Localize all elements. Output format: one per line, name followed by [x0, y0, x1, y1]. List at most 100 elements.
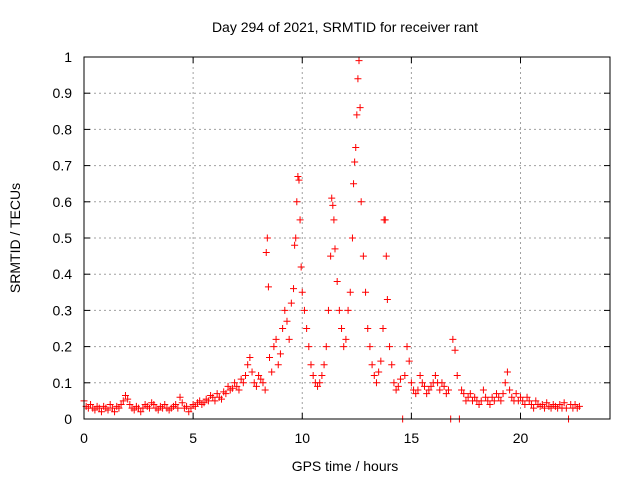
data-point — [200, 399, 208, 407]
data-point — [352, 144, 360, 151]
data-point — [562, 404, 570, 412]
data-point — [104, 406, 112, 414]
data-point — [495, 393, 503, 401]
data-point — [305, 343, 313, 351]
x-tick-label: 5 — [189, 430, 197, 446]
data-point — [370, 372, 378, 380]
axis-ticks — [83, 56, 610, 420]
data-point — [396, 375, 404, 383]
data-point — [501, 379, 509, 387]
data-point — [176, 393, 184, 401]
data-point — [172, 401, 180, 409]
data-point — [242, 372, 250, 380]
data-point — [357, 198, 365, 206]
data-point — [386, 343, 394, 351]
data-point — [383, 296, 391, 304]
data-point — [97, 408, 105, 416]
data-point — [303, 325, 311, 332]
data-point — [344, 306, 352, 314]
data-point — [532, 397, 540, 405]
data-point — [239, 379, 247, 387]
data-point — [287, 299, 295, 307]
data-point — [191, 402, 199, 410]
data-point — [185, 408, 193, 416]
data-point — [403, 343, 411, 351]
data-point — [348, 234, 356, 242]
data-point — [124, 395, 132, 403]
data-point — [401, 372, 409, 380]
x-tick-label: 20 — [513, 430, 529, 446]
data-point — [438, 379, 446, 387]
data-point — [255, 372, 263, 380]
y-tick-label: 0.8 — [53, 121, 73, 137]
data-point — [351, 158, 359, 166]
data-point — [486, 401, 494, 409]
data-point — [571, 401, 579, 409]
data-point — [126, 401, 134, 409]
data-point — [331, 245, 339, 253]
data-point — [350, 180, 358, 188]
data-point — [293, 198, 301, 206]
data-point — [354, 75, 362, 83]
data-point — [342, 335, 350, 343]
data-point — [115, 404, 123, 412]
data-point — [161, 401, 169, 409]
data-point — [290, 285, 298, 293]
data-point — [296, 216, 304, 224]
data-point — [137, 408, 145, 416]
data-point — [291, 241, 299, 249]
data-point — [427, 382, 435, 390]
data-point — [394, 382, 402, 390]
data-point — [499, 390, 507, 398]
data-point — [276, 350, 284, 358]
data-point — [356, 104, 364, 112]
data-point — [458, 386, 466, 394]
data-point — [259, 379, 267, 387]
data-point — [119, 397, 127, 405]
x-tick-label: 0 — [80, 430, 88, 446]
data-point — [250, 379, 258, 387]
data-point — [436, 386, 444, 394]
data-point — [279, 325, 287, 332]
data-point — [196, 397, 204, 405]
x-tick-labels: 0 5 10 15 20 — [80, 430, 528, 446]
data-point — [475, 401, 483, 409]
data-point — [328, 194, 336, 202]
data-point — [538, 401, 546, 409]
data-point — [547, 404, 555, 412]
data-point — [453, 372, 461, 380]
y-axis-label: SRMTID / TECUs — [7, 183, 23, 293]
data-point — [512, 390, 520, 398]
data-point — [368, 361, 376, 369]
data-point — [517, 393, 525, 401]
data-point — [154, 406, 162, 414]
y-tick-label: 0.7 — [53, 158, 73, 174]
data-point — [530, 404, 538, 412]
data-point — [390, 379, 398, 387]
data-point — [462, 397, 470, 405]
grid-lines — [84, 57, 610, 419]
data-point — [525, 397, 533, 405]
data-point — [316, 379, 324, 387]
data-point — [416, 372, 424, 380]
data-point — [224, 382, 232, 390]
data-point — [264, 283, 272, 291]
data-point — [335, 306, 343, 314]
data-points — [80, 57, 583, 423]
data-point — [292, 234, 300, 242]
data-point — [392, 386, 400, 394]
data-point — [449, 335, 457, 343]
data-point — [477, 397, 485, 405]
data-point — [372, 379, 380, 387]
data-point — [320, 361, 328, 369]
y-tick-label: 0 — [64, 411, 72, 427]
data-point — [178, 399, 186, 407]
data-point — [523, 393, 531, 401]
x-tick-label: 15 — [404, 430, 420, 446]
data-point — [235, 386, 243, 394]
data-point — [543, 399, 551, 407]
data-point — [423, 390, 431, 398]
x-axis-label: GPS time / hours — [292, 458, 399, 474]
data-point — [346, 288, 354, 296]
data-point — [575, 402, 583, 410]
